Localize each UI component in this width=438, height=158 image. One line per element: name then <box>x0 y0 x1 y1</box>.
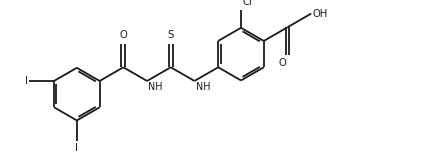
Text: I: I <box>75 143 78 153</box>
Text: O: O <box>279 58 286 68</box>
Text: NH: NH <box>148 82 162 92</box>
Text: S: S <box>168 30 174 40</box>
Text: NH: NH <box>195 82 210 92</box>
Text: I: I <box>25 76 28 86</box>
Text: OH: OH <box>312 9 328 19</box>
Text: Cl: Cl <box>242 0 252 6</box>
Text: O: O <box>120 30 127 40</box>
